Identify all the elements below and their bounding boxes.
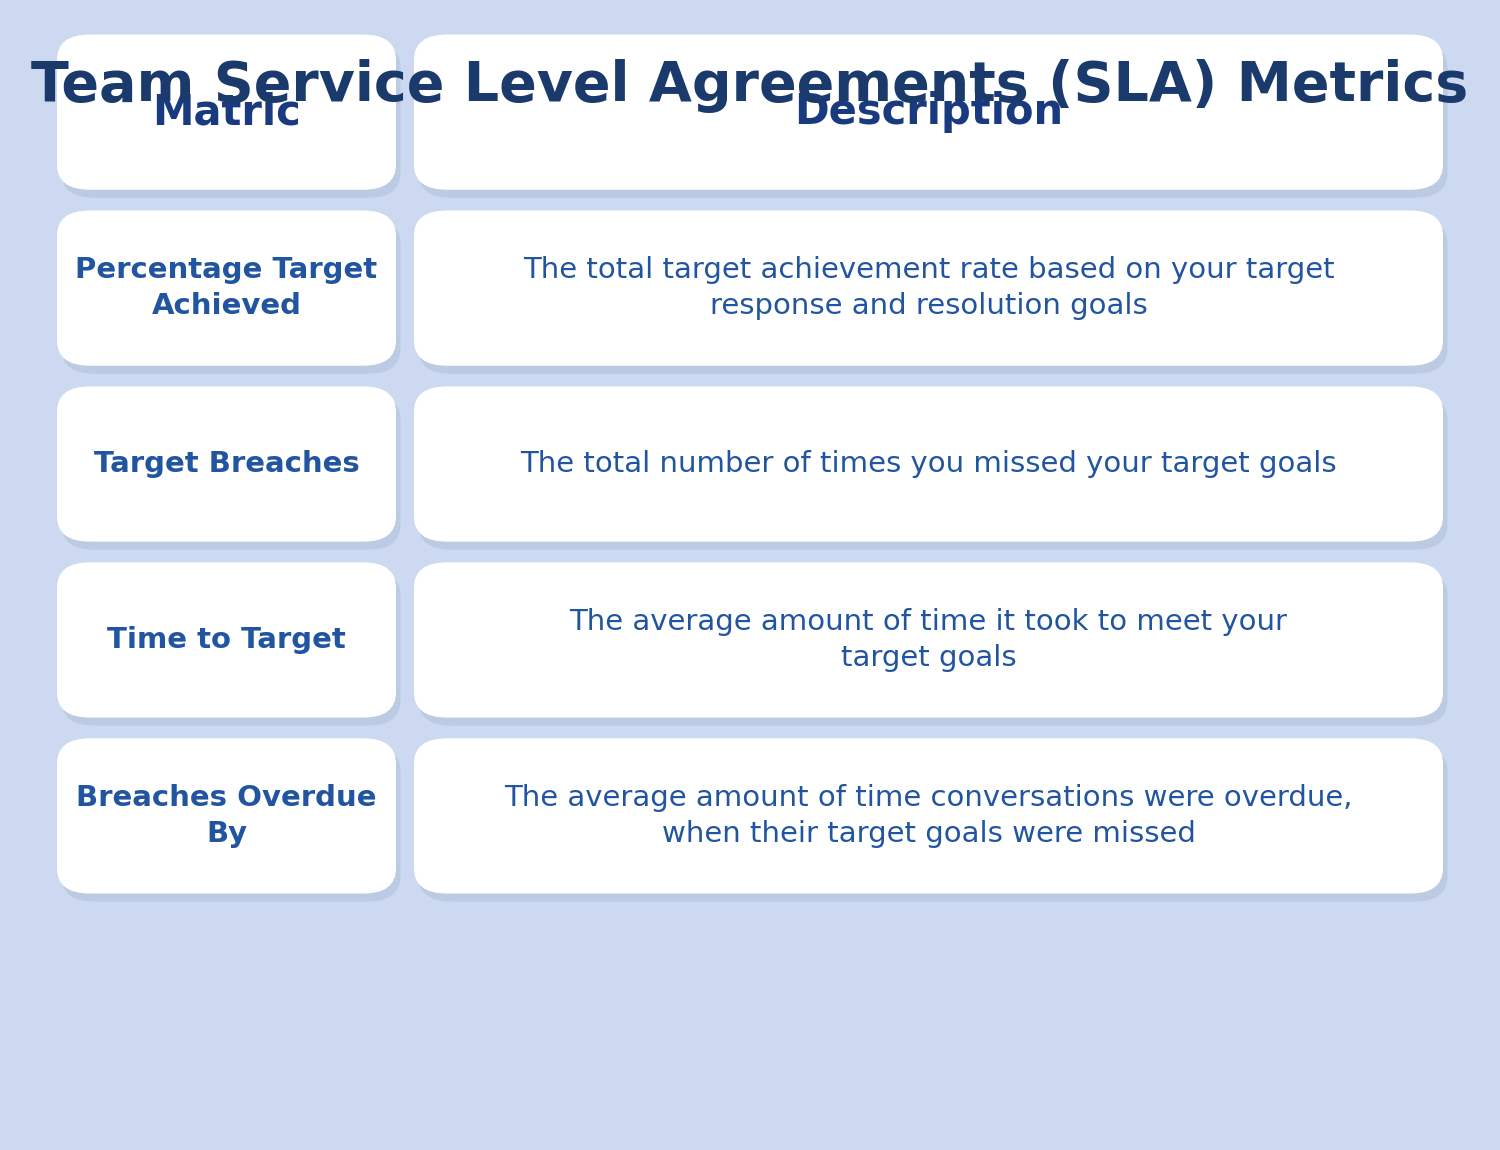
FancyBboxPatch shape <box>414 34 1443 190</box>
FancyBboxPatch shape <box>62 43 400 198</box>
Text: The total number of times you missed your target goals: The total number of times you missed you… <box>520 450 1336 478</box>
FancyBboxPatch shape <box>62 570 400 726</box>
FancyBboxPatch shape <box>419 218 1448 374</box>
Text: Matric: Matric <box>152 91 302 133</box>
FancyBboxPatch shape <box>62 746 400 902</box>
Text: Target Breaches: Target Breaches <box>93 450 360 478</box>
Text: Team Service Level Agreements (SLA) Metrics: Team Service Level Agreements (SLA) Metr… <box>32 60 1468 113</box>
Text: Time to Target: Time to Target <box>106 626 347 654</box>
Text: The average amount of time it took to meet your
target goals: The average amount of time it took to me… <box>570 607 1287 673</box>
FancyBboxPatch shape <box>57 210 396 366</box>
FancyBboxPatch shape <box>414 210 1443 366</box>
Text: Description: Description <box>794 91 1064 133</box>
Text: The total target achievement rate based on your target
response and resolution g: The total target achievement rate based … <box>522 255 1335 321</box>
FancyBboxPatch shape <box>57 738 396 894</box>
FancyBboxPatch shape <box>414 386 1443 542</box>
FancyBboxPatch shape <box>57 386 396 542</box>
FancyBboxPatch shape <box>419 43 1448 198</box>
FancyBboxPatch shape <box>414 562 1443 718</box>
FancyBboxPatch shape <box>57 562 396 718</box>
Text: Percentage Target
Achieved: Percentage Target Achieved <box>75 255 378 321</box>
FancyBboxPatch shape <box>419 394 1448 550</box>
FancyBboxPatch shape <box>419 746 1448 902</box>
FancyBboxPatch shape <box>419 570 1448 726</box>
FancyBboxPatch shape <box>57 34 396 190</box>
Text: Breaches Overdue
By: Breaches Overdue By <box>76 783 376 849</box>
Text: The average amount of time conversations were overdue,
when their target goals w: The average amount of time conversations… <box>504 783 1353 849</box>
FancyBboxPatch shape <box>62 218 400 374</box>
FancyBboxPatch shape <box>414 738 1443 894</box>
FancyBboxPatch shape <box>62 394 400 550</box>
